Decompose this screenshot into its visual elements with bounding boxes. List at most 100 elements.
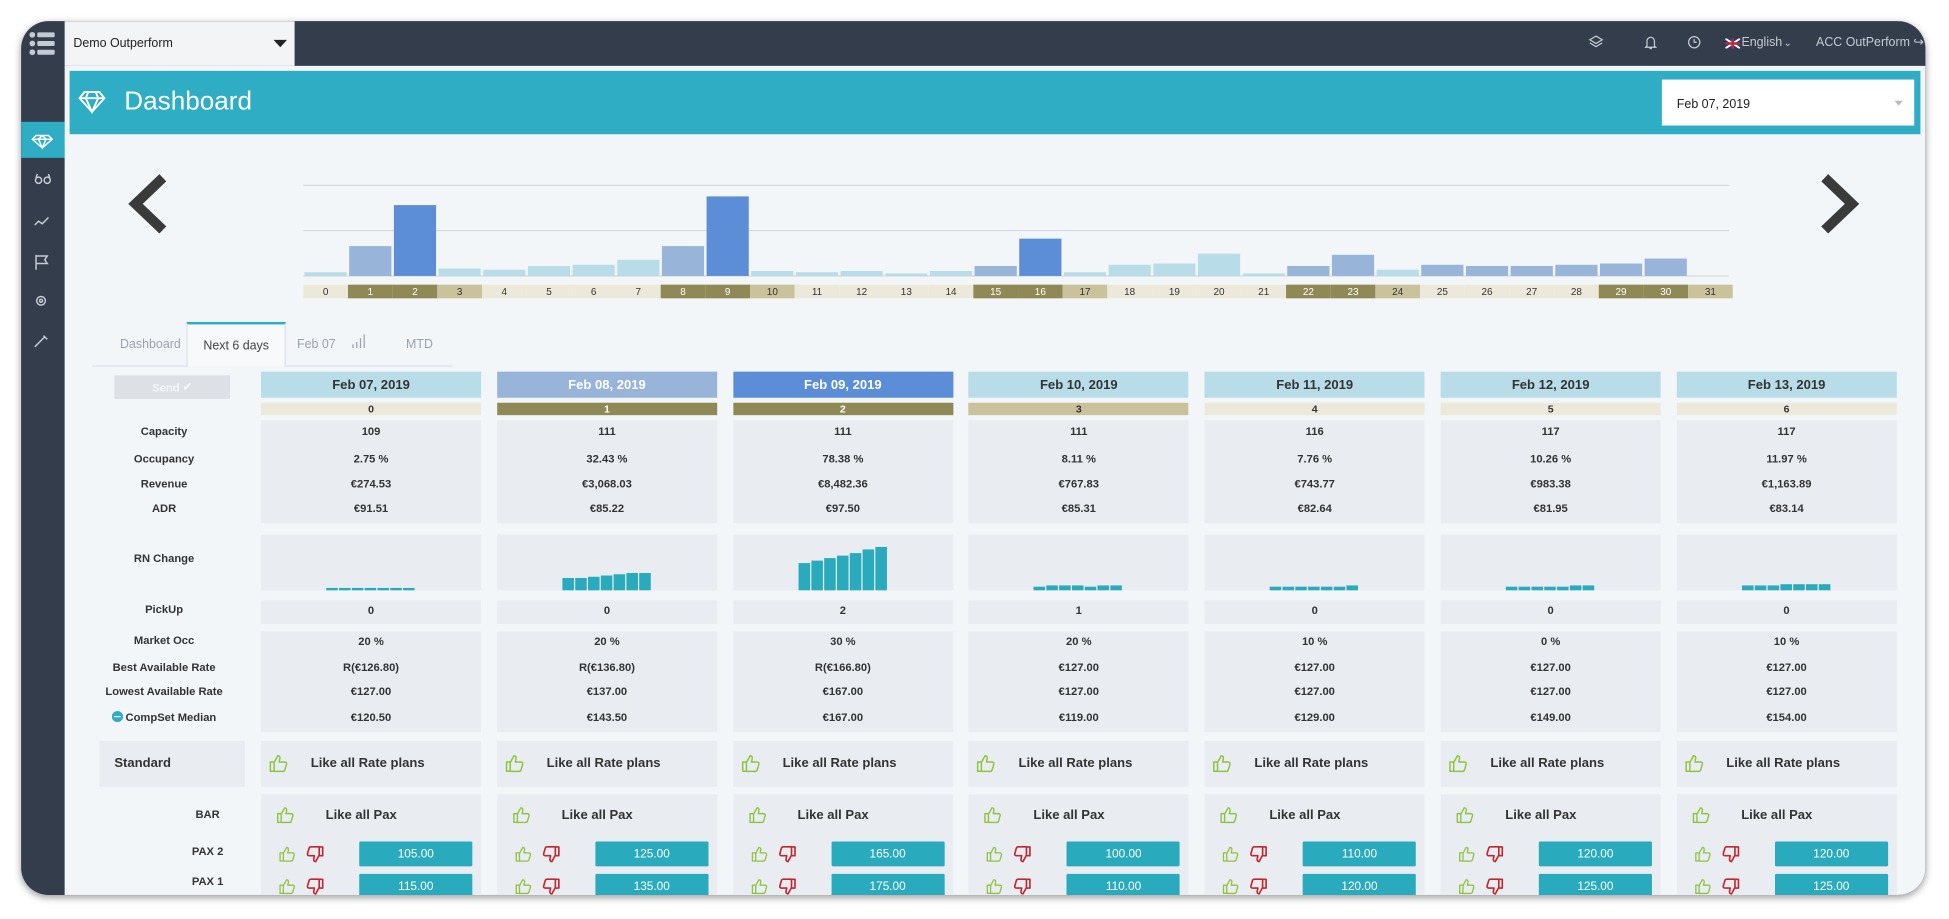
thumb-up[interactable] — [1458, 878, 1475, 895]
thumb-up[interactable] — [986, 845, 1003, 862]
date-select[interactable]: Feb 07, 2019 — [1661, 79, 1915, 126]
cell-value: 0 — [603, 604, 611, 617]
bar — [1421, 264, 1464, 276]
thumb-down[interactable] — [1485, 845, 1504, 864]
next-arrow[interactable] — [1817, 173, 1862, 235]
tab[interactable]: MTD — [392, 322, 448, 367]
thumb-down[interactable] — [1014, 878, 1033, 895]
rate-button[interactable]: 105.00 — [359, 841, 473, 867]
tab-label: Feb 07 — [296, 337, 336, 352]
rate-plan-text: Like all Rate plans — [1490, 755, 1605, 771]
pax-text: Like all Pax — [1505, 807, 1577, 823]
pickup-box — [496, 600, 717, 624]
row-label: Standard — [114, 755, 171, 771]
rate-button[interactable]: 165.00 — [831, 841, 945, 867]
day-label: 12 — [856, 287, 868, 298]
cell-value: €120.50 — [350, 710, 392, 724]
thumb-up[interactable] — [514, 878, 531, 895]
bell-icon[interactable] — [1643, 35, 1658, 50]
thumb-up[interactable] — [276, 805, 295, 824]
thumb-up[interactable] — [1684, 753, 1704, 773]
date-header: Feb 12, 2019 — [1440, 371, 1661, 398]
day-label: 5 — [546, 287, 552, 298]
layers-icon[interactable] — [1588, 35, 1604, 50]
thumb-up[interactable] — [1694, 878, 1711, 895]
rate-button[interactable]: 110.00 — [1302, 841, 1417, 867]
user-menu[interactable]: ACC OutPerform ↪ — [1816, 36, 1924, 50]
rate-button[interactable]: 125.00 — [1538, 873, 1652, 895]
rn-bar — [351, 587, 364, 591]
day-cell — [1018, 284, 1063, 299]
rate-button[interactable]: 100.00 — [1066, 841, 1181, 867]
thumb-down[interactable] — [1485, 878, 1504, 895]
thumb-down[interactable] — [1249, 845, 1268, 864]
thumb-down[interactable] — [306, 845, 325, 864]
prev-arrow[interactable] — [126, 173, 171, 235]
rate-plan-text: Like all Rate plans — [782, 755, 897, 771]
thumb-down[interactable] — [1249, 878, 1268, 895]
thumb-up[interactable] — [750, 878, 767, 895]
rate-button[interactable]: 110.00 — [1066, 873, 1181, 895]
thumb-up[interactable] — [986, 878, 1003, 895]
thumb-down[interactable] — [542, 845, 561, 864]
rn-change-box — [1676, 534, 1897, 591]
rate-button[interactable]: 125.00 — [1774, 873, 1888, 895]
day-cell — [1464, 284, 1510, 299]
stats-box — [1676, 420, 1897, 524]
rate-button[interactable]: 175.00 — [831, 873, 945, 895]
rate-button[interactable]: 135.00 — [595, 873, 709, 895]
rate-button[interactable]: 120.00 — [1538, 841, 1652, 867]
menu-icon[interactable] — [29, 31, 56, 56]
thumb-up[interactable] — [278, 845, 295, 862]
thumb-down[interactable] — [1721, 845, 1740, 864]
tab[interactable]: Next 6 days — [186, 321, 286, 367]
thumb-up[interactable] — [1222, 878, 1239, 895]
thumb-up[interactable] — [984, 805, 1003, 824]
thumb-up[interactable] — [740, 753, 760, 773]
thumb-up[interactable] — [504, 753, 524, 773]
thumb-up[interactable] — [268, 753, 288, 773]
thumb-up[interactable] — [1694, 845, 1711, 862]
thumb-up[interactable] — [976, 753, 996, 773]
thumb-up[interactable] — [1212, 753, 1232, 773]
rate-button[interactable]: 120.00 — [1302, 873, 1417, 895]
thumb-up[interactable] — [278, 878, 295, 895]
thumb-down[interactable] — [542, 878, 561, 895]
rate-button[interactable]: 115.00 — [359, 873, 473, 895]
thumb-down[interactable] — [1721, 878, 1740, 895]
thumb-up[interactable] — [1220, 805, 1239, 824]
thumb-down[interactable] — [778, 845, 797, 864]
cell-value: €85.22 — [589, 502, 625, 515]
thumb-up[interactable] — [514, 845, 531, 862]
thumb-up[interactable] — [512, 805, 531, 824]
rate-button[interactable]: 120.00 — [1774, 841, 1888, 867]
thumb-up[interactable] — [1456, 805, 1475, 824]
property-select[interactable]: Demo Outperform — [64, 21, 295, 66]
day-cell — [1196, 284, 1242, 299]
cell-value: 111 — [598, 425, 616, 438]
thumb-up[interactable] — [1458, 845, 1475, 862]
thumb-up[interactable] — [1222, 845, 1239, 862]
cell-value: €83.14 — [1769, 502, 1804, 515]
date-header: Feb 09, 2019 — [732, 371, 953, 398]
rn-bar — [1792, 584, 1805, 591]
tab[interactable]: Feb 07 — [286, 322, 379, 367]
rn-change-chart — [562, 573, 651, 591]
send-button[interactable]: Send ✔ — [114, 375, 230, 400]
language-select[interactable]: English ⌄ — [1725, 36, 1792, 50]
thumb-up[interactable] — [1691, 805, 1710, 824]
collapse-icon[interactable] — [111, 710, 124, 723]
thumb-up[interactable] — [750, 845, 767, 862]
day-cell — [1688, 284, 1733, 299]
clock-icon[interactable] — [1687, 35, 1702, 50]
rn-bar — [1767, 585, 1779, 591]
thumb-down[interactable] — [778, 878, 797, 895]
tab[interactable]: Dashboard — [107, 322, 194, 367]
cell-value: 78.38 % — [822, 452, 864, 465]
thumb-down[interactable] — [1014, 845, 1033, 864]
thumb-up[interactable] — [1448, 753, 1468, 773]
thumb-up[interactable] — [748, 805, 767, 824]
rate-plan-text: Like all Rate plans — [546, 755, 661, 771]
thumb-down[interactable] — [306, 878, 325, 895]
rate-button[interactable]: 125.00 — [595, 841, 709, 867]
